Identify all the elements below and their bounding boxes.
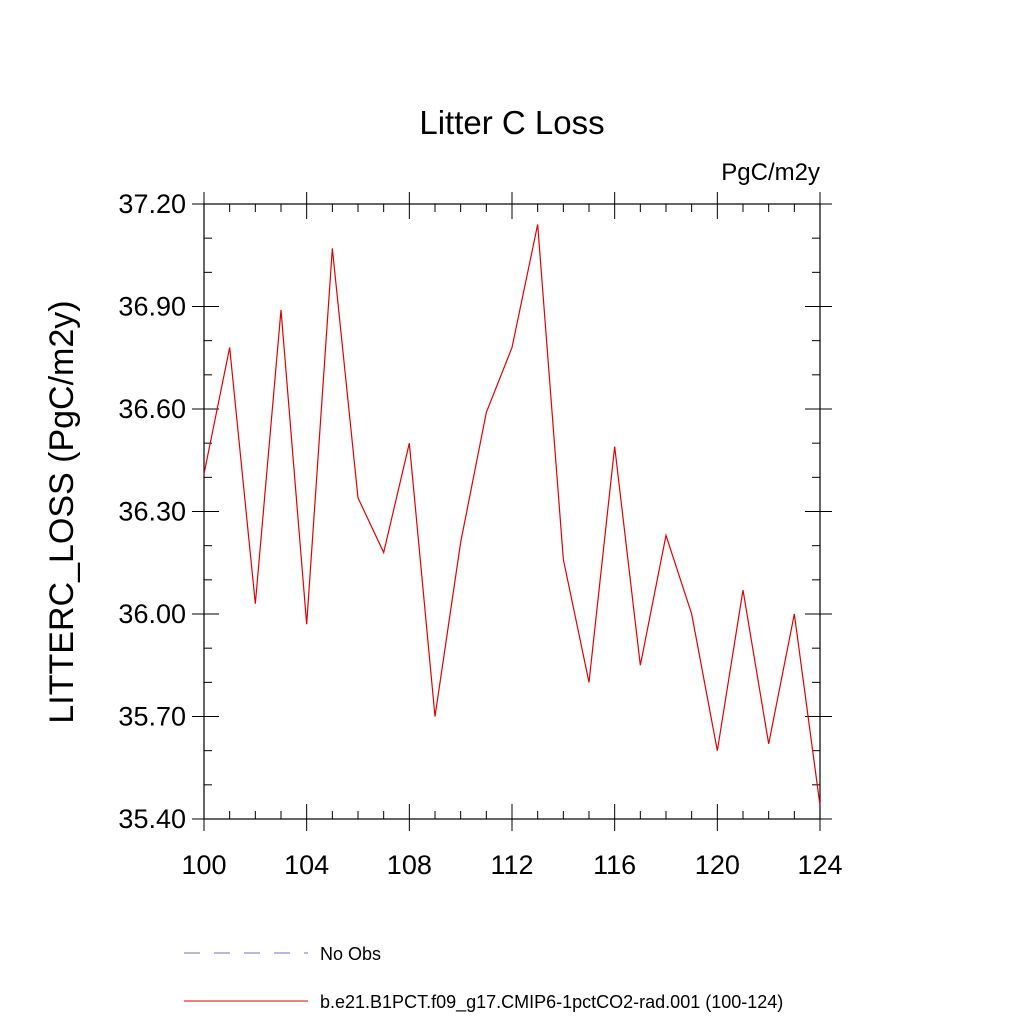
legend: No Obs b.e21.B1PCT.f09_g17.CMIP6-1pctCO2-… [184,944,783,1013]
series-layer [203,224,821,806]
y-tick-label: 35.40 [118,804,186,834]
plot-axes: 100 104 108 112 116 120 124 35.40 35.70 36.00 36.3… [118,189,842,880]
legend-label: No Obs [320,944,381,964]
y-tick-label: 36.00 [118,599,186,629]
plot-frame [203,203,821,820]
x-tick-label: 104 [284,850,329,880]
y-tick-label: 36.90 [118,292,186,322]
y-tick-label: 36.30 [118,497,186,527]
x-tick-label: 124 [797,850,842,880]
x-tick-label: 116 [593,850,636,880]
y-tick-label: 36.60 [118,394,186,424]
x-tick-label: 108 [387,850,432,880]
y-tick-label: 37.20 [118,189,186,219]
x-tick-label: 112 [490,850,533,880]
x-tick-label: 120 [695,850,740,880]
units-label: PgC/m2y [721,159,820,186]
x-tick-label: 100 [181,850,226,880]
y-axis-label: LITTERC_LOSS (PgC/m2y) [43,300,81,723]
chart-title: Litter C Loss [419,104,604,141]
legend-label: b.e21.B1PCT.f09_g17.CMIP6-1pctCO2-rad.00… [320,992,783,1013]
series-line [203,224,821,806]
y-tick-label: 35.70 [118,702,186,732]
